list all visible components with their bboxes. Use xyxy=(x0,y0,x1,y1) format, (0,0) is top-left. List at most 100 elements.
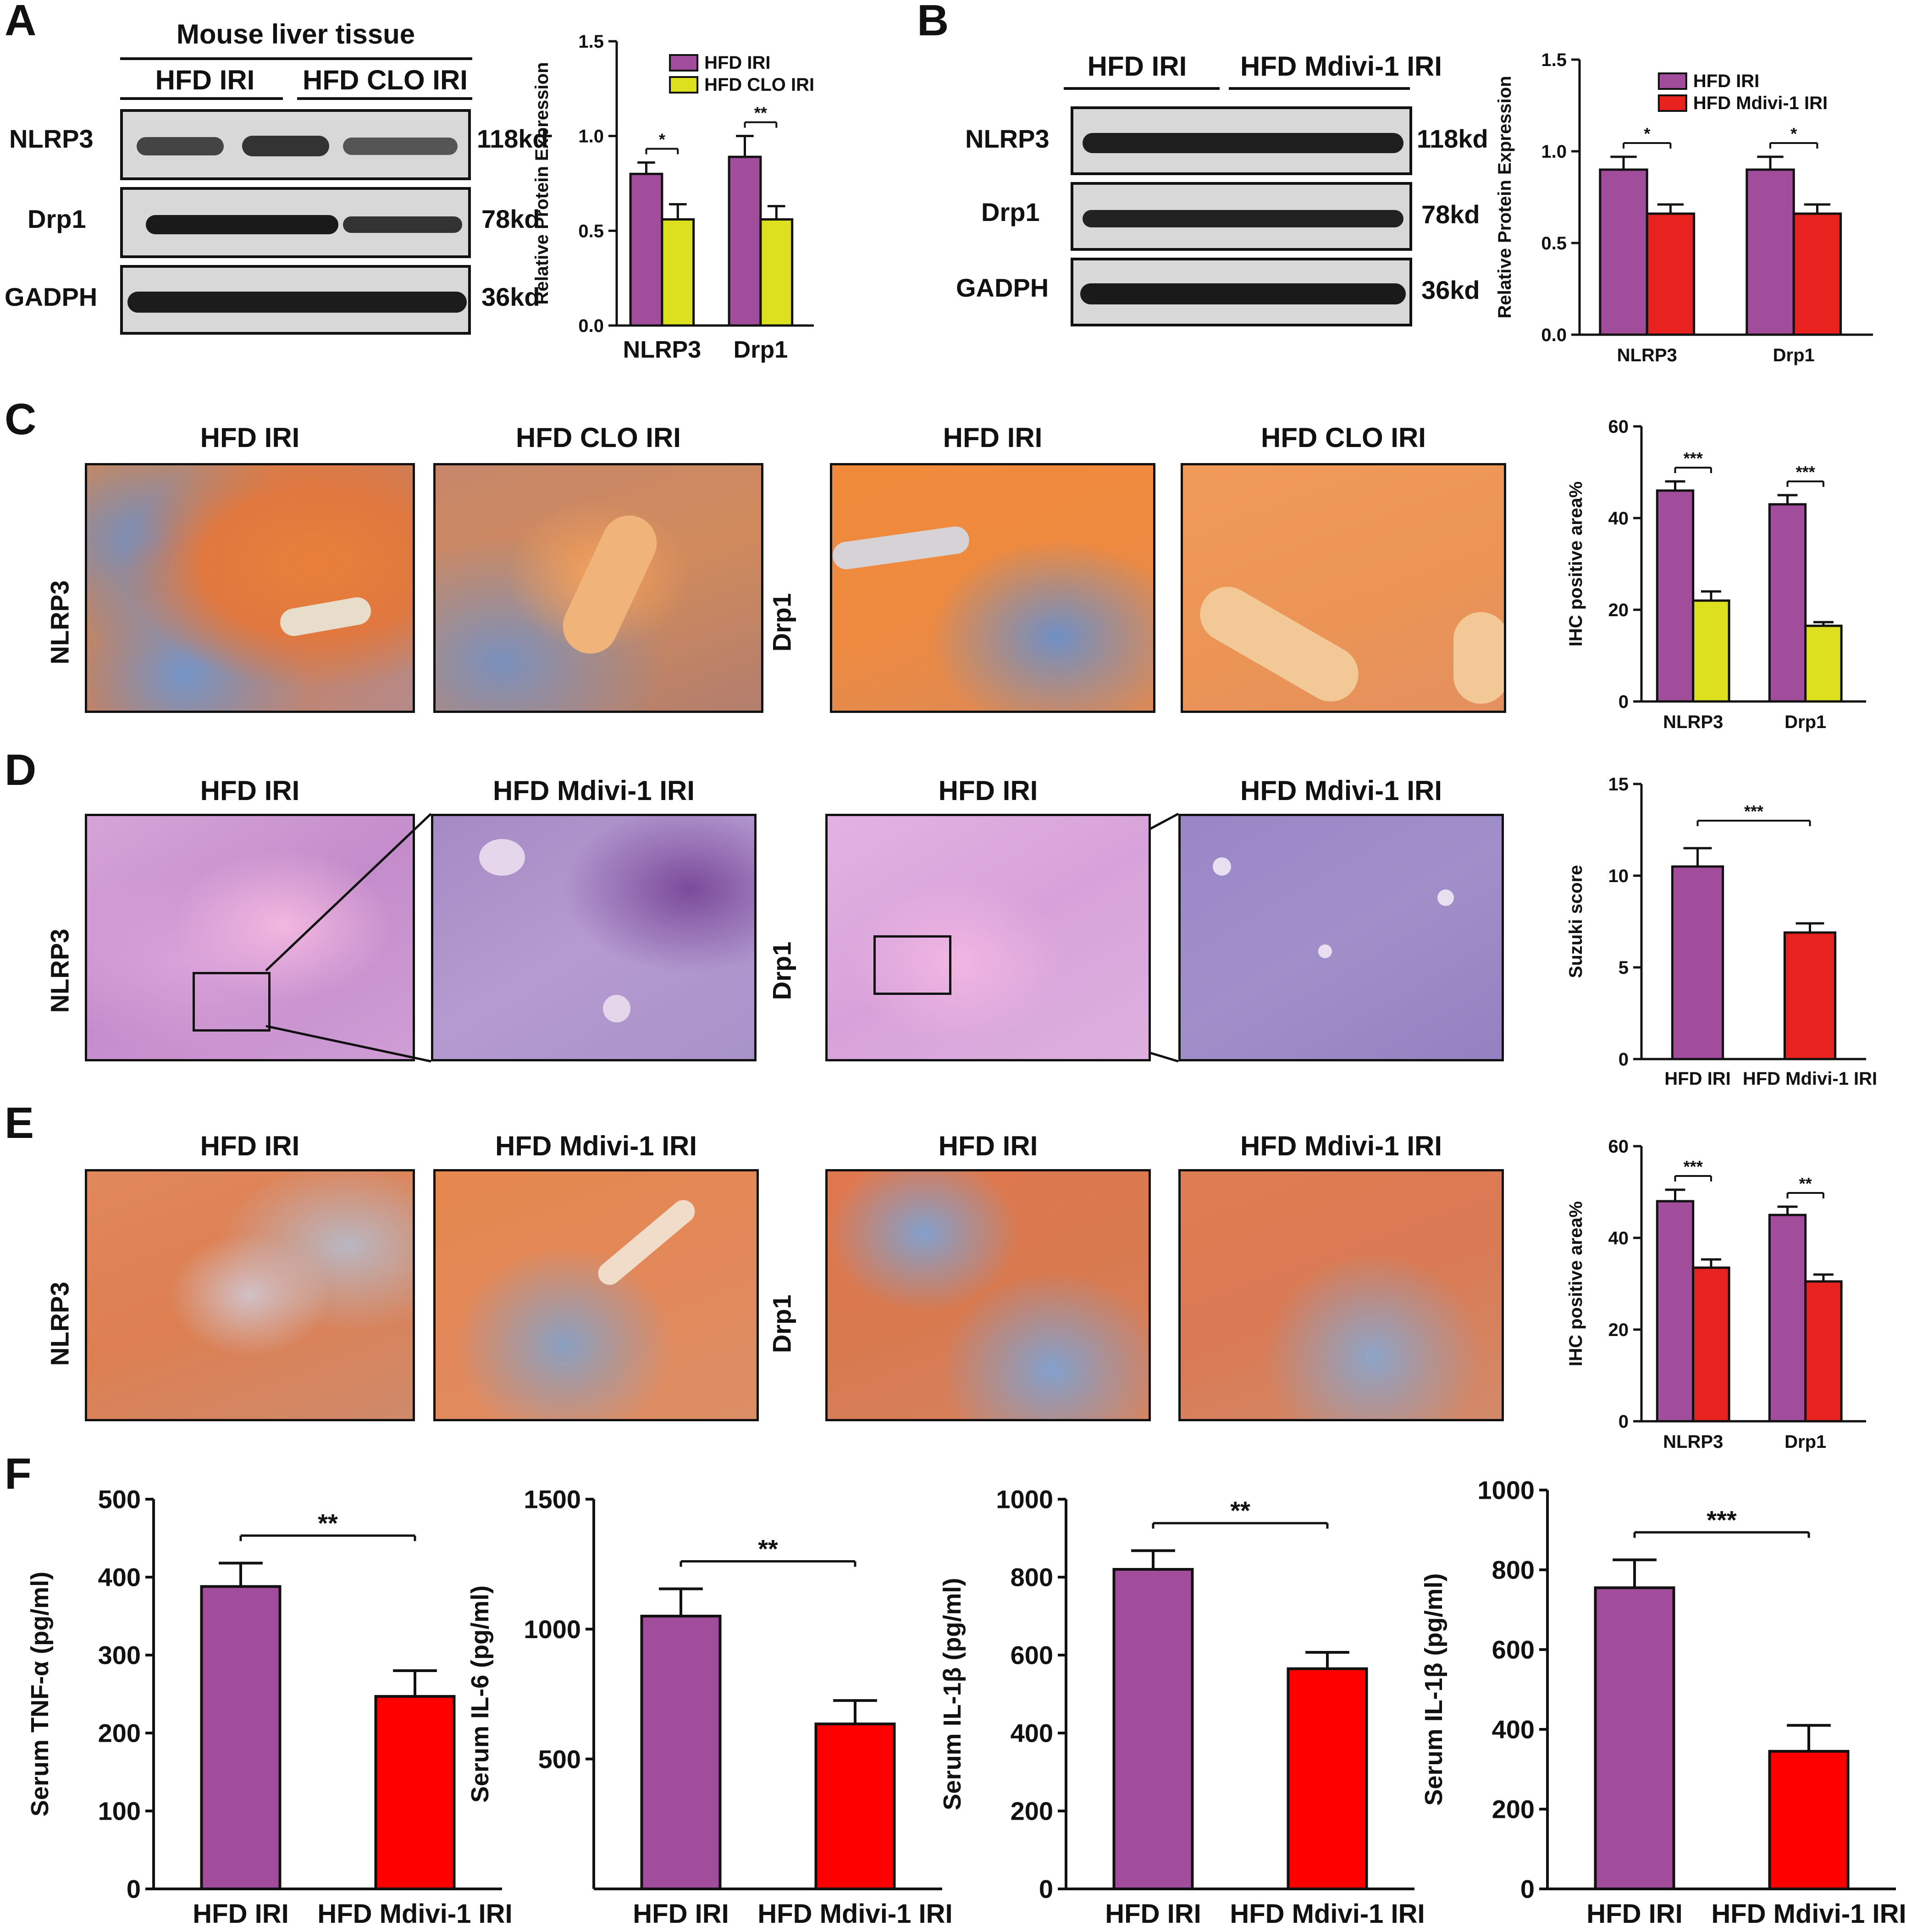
x-tick-label: NLRP3 xyxy=(623,337,701,363)
x-tick-label: Drp1 xyxy=(734,337,788,363)
legend-label: HFD IRI xyxy=(704,53,770,73)
y-tick-label: 0 xyxy=(1619,1049,1629,1070)
bar xyxy=(1768,1214,1807,1423)
ihc-micrograph xyxy=(830,463,1155,713)
tissue-underline xyxy=(120,57,472,60)
blot-row-label: Drp1 xyxy=(981,198,1040,226)
y-tick-label: 100 xyxy=(98,1797,141,1826)
legend-label: HFD Mdivi-1 IRI xyxy=(1693,93,1828,113)
y-tick-label: 0 xyxy=(1619,692,1629,712)
y-axis-label: Serum IL-6 (pg/ml) xyxy=(466,1585,494,1803)
y-axis-label: IHC positive area% xyxy=(1566,1201,1586,1366)
western-blot-nlrp3 xyxy=(120,109,471,180)
y-tick-label: 1.0 xyxy=(578,127,604,147)
western-blot-gadph-b xyxy=(1071,258,1412,326)
micrograph-title: HFD IRI xyxy=(200,775,300,806)
y-axis-label: Suzuki score xyxy=(1566,865,1586,978)
kd-label: 36kd xyxy=(1421,276,1480,304)
bar xyxy=(1594,1586,1675,1890)
x-tick-label: HFD IRI xyxy=(193,1899,288,1929)
y-tick-label: 400 xyxy=(1492,1715,1535,1744)
bar xyxy=(1671,865,1724,1060)
y-tick-label: 0.5 xyxy=(578,221,604,241)
kd-label: 36kd xyxy=(481,282,540,311)
legend-swatch xyxy=(669,54,699,72)
bar xyxy=(1287,1667,1368,1890)
x-tick-label: Drp1 xyxy=(1784,1432,1826,1452)
y-axis-label: Relative Protein Expression xyxy=(532,62,552,304)
significance-label: *** xyxy=(1684,1157,1703,1176)
x-tick-label: HFD Mdivi-1 IRI xyxy=(1230,1899,1425,1929)
x-tick-label: HFD Mdivi-1 IRI xyxy=(757,1899,952,1929)
tissue-title: Mouse liver tissue xyxy=(176,19,415,50)
group-label-b1: HFD IRI xyxy=(1087,51,1187,82)
micrograph-title: HFD IRI xyxy=(938,1131,1038,1161)
bar xyxy=(1692,1266,1730,1423)
x-tick-label: NLRP3 xyxy=(1663,1432,1723,1452)
y-tick-label: 1000 xyxy=(996,1485,1053,1514)
y-tick-label: 20 xyxy=(1608,1320,1629,1340)
y-tick-label: 60 xyxy=(1608,1137,1629,1157)
significance-label: * xyxy=(659,130,665,149)
x-tick-label: Drp1 xyxy=(1784,712,1826,732)
legend-swatch xyxy=(669,76,699,94)
blot-row-label: GADPH xyxy=(956,273,1049,302)
panel-letter-e: E xyxy=(5,1098,34,1148)
x-tick-label: NLRP3 xyxy=(1663,712,1723,732)
ihc-micrograph xyxy=(433,463,763,713)
significance-label: *** xyxy=(1684,449,1703,468)
group-label-b2: HFD Mdivi-1 IRI xyxy=(1240,51,1442,82)
y-tick-label: 500 xyxy=(98,1485,141,1514)
significance-label: *** xyxy=(1796,463,1815,481)
y-tick-label: 500 xyxy=(538,1744,581,1773)
bar xyxy=(728,155,762,327)
x-tick-label: NLRP3 xyxy=(1617,345,1677,365)
panel-letter-c: C xyxy=(5,395,37,444)
y-tick-label: 300 xyxy=(98,1641,141,1670)
ihc-micrograph xyxy=(825,1169,1151,1421)
micrograph-title: HFD CLO IRI xyxy=(1261,422,1426,453)
significance-label: *** xyxy=(1707,1505,1737,1534)
y-tick-label: 400 xyxy=(98,1563,141,1592)
y-tick-label: 200 xyxy=(1492,1795,1535,1824)
significance-label: * xyxy=(1644,124,1650,143)
western-blot-nlrp3-b xyxy=(1071,106,1412,175)
legend-label: HFD IRI xyxy=(1693,71,1759,91)
bar xyxy=(1112,1568,1194,1890)
panel-letter-f: F xyxy=(5,1449,32,1498)
x-tick-label: HFD IRI xyxy=(1105,1899,1201,1929)
y-tick-label: 40 xyxy=(1608,508,1629,529)
micrograph-title: HFD Mdivi-1 IRI xyxy=(1240,775,1442,806)
zoom-box xyxy=(193,972,271,1032)
significance-label: ** xyxy=(1799,1174,1812,1193)
bar xyxy=(814,1722,896,1891)
y-tick-label: 600 xyxy=(1492,1635,1535,1664)
x-tick-label: HFD IRI xyxy=(633,1899,729,1929)
y-tick-label: 15 xyxy=(1608,774,1629,795)
he-micrograph xyxy=(85,814,415,1061)
y-tick-label: 0.0 xyxy=(1541,325,1567,345)
significance-label: ** xyxy=(318,1508,338,1537)
ihc-micrograph xyxy=(1181,463,1506,713)
group-underline-a1 xyxy=(120,97,283,100)
bar xyxy=(1656,1200,1695,1423)
group-underline-b1 xyxy=(1064,87,1220,90)
y-axis-label: Relative Protein Expression xyxy=(1495,76,1515,318)
he-micrograph-zoom xyxy=(1178,814,1504,1061)
micrograph-title: HFD Mdivi-1 IRI xyxy=(495,1131,697,1161)
bar xyxy=(1692,599,1730,703)
x-tick-label: HFD IRI xyxy=(1664,1069,1730,1089)
y-tick-label: 0 xyxy=(1039,1875,1053,1904)
y-tick-label: 0 xyxy=(1619,1412,1629,1432)
significance-label: * xyxy=(1790,124,1797,143)
y-tick-label: 0.0 xyxy=(578,316,604,336)
kd-label: 118kd xyxy=(1417,124,1488,153)
legend-swatch xyxy=(1657,94,1687,112)
y-tick-label: 60 xyxy=(1608,417,1629,437)
y-tick-label: 600 xyxy=(1011,1641,1053,1670)
